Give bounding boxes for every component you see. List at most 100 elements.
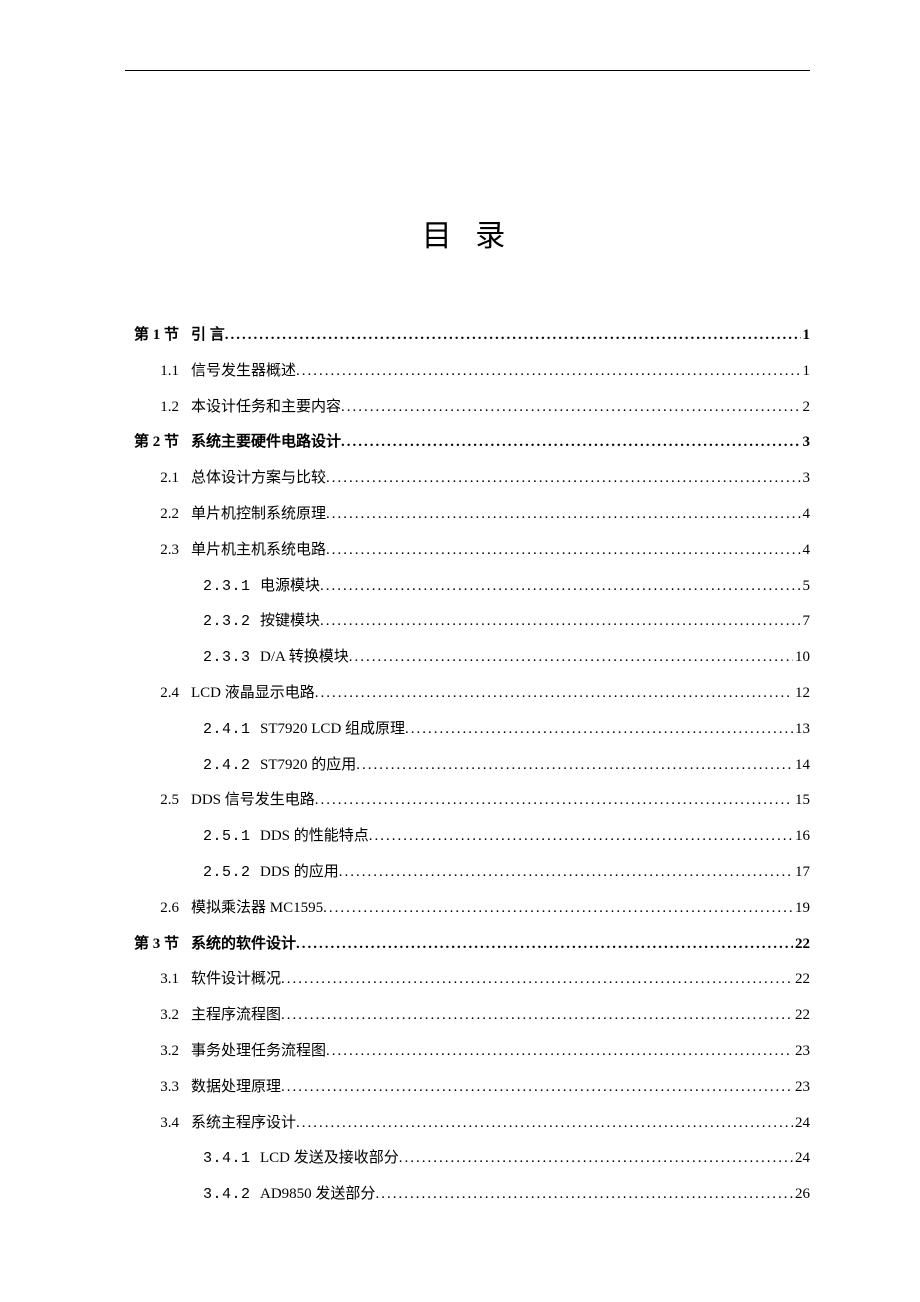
- toc-entry-label: 2.4.2 ST7920 的应用: [125, 755, 356, 776]
- toc-entry: 2.3.2 按键模块..............................…: [125, 611, 810, 632]
- toc-leader-dots: ........................................…: [296, 934, 793, 955]
- toc-entry-number: 3.2: [125, 1041, 191, 1062]
- toc-entry: 2.3单片机主机系统电路............................…: [125, 540, 810, 561]
- toc-entry-label: 2.3.2 按键模块: [125, 611, 320, 632]
- toc-entry-label: 信号发生器概述: [191, 361, 296, 382]
- toc-entry-label: DDS 信号发生电路: [191, 790, 315, 811]
- toc-leader-dots: ........................................…: [296, 1113, 793, 1134]
- toc-entry: 2.5.2 DDS 的应用...........................…: [125, 862, 810, 883]
- toc-entry-label: 软件设计概况: [191, 969, 281, 990]
- toc-entry-number: 1.2: [125, 397, 191, 418]
- toc-entry: 2.3.3 D/A 转换模块..........................…: [125, 647, 810, 668]
- toc-entry-label: 单片机主机系统电路: [191, 540, 326, 561]
- toc-entry-page: 17: [793, 862, 810, 883]
- toc-entry-label: 2.5.2 DDS 的应用: [125, 862, 339, 883]
- toc-entry-label: 2.5.1 DDS 的性能特点: [125, 826, 369, 847]
- toc-leader-dots: ........................................…: [225, 325, 801, 346]
- toc-entry-number: 第 1 节: [125, 325, 191, 346]
- toc-entry: 2.4LCD 液晶显示电路...........................…: [125, 683, 810, 704]
- toc-entry-page: 19: [793, 898, 810, 919]
- toc-entry: 2.3.1 电源模块..............................…: [125, 576, 810, 597]
- toc-entry-label: 引 言: [191, 325, 225, 346]
- toc-entry-label: LCD 液晶显示电路: [191, 683, 315, 704]
- toc-leader-dots: ........................................…: [315, 683, 793, 704]
- toc-entry-text: ST7920 LCD 组成原理: [260, 721, 405, 737]
- toc-entry-text: DDS 的性能特点: [260, 828, 369, 844]
- toc-entry-label: 数据处理原理: [191, 1077, 281, 1098]
- toc-entry-label: 系统主要硬件电路设计: [191, 432, 341, 453]
- toc-leader-dots: ........................................…: [339, 862, 793, 883]
- toc-entry: 3.2事务处理任务流程图............................…: [125, 1041, 810, 1062]
- toc-entry-label: 本设计任务和主要内容: [191, 397, 341, 418]
- toc-entry-page: 22: [793, 969, 810, 990]
- toc-entry-label: 2.3.1 电源模块: [125, 576, 320, 597]
- toc-leader-dots: ........................................…: [326, 540, 800, 561]
- toc-entry-page: 14: [793, 755, 810, 776]
- toc-entry: 2.5DDS 信号发生电路...........................…: [125, 790, 810, 811]
- toc-leader-dots: ........................................…: [326, 504, 800, 525]
- toc-entry: 3.4系统主程序设计..............................…: [125, 1113, 810, 1134]
- toc-entry-page: 4: [801, 540, 811, 561]
- toc-entry-prefix: 2.5.1: [203, 828, 260, 845]
- toc-entry-label: 系统的软件设计: [191, 934, 296, 955]
- toc-entry-label: 系统主程序设计: [191, 1113, 296, 1134]
- toc-entry-text: 按键模块: [260, 613, 320, 629]
- toc-entry: 2.6模拟乘法器 MC1595.........................…: [125, 898, 810, 919]
- toc-leader-dots: ........................................…: [356, 755, 793, 776]
- toc-entry-text: 电源模块: [260, 578, 320, 594]
- toc-entry-page: 26: [793, 1184, 810, 1205]
- toc-entry-prefix: 2.3.2: [203, 613, 260, 630]
- toc-entry-number: 3.4: [125, 1113, 191, 1134]
- toc-entry-number: 2.6: [125, 898, 191, 919]
- toc-entry-page: 12: [793, 683, 810, 704]
- toc-entry-page: 15: [793, 790, 810, 811]
- toc-entry-page: 22: [793, 1005, 810, 1026]
- toc-entry-label: 3.4.1 LCD 发送及接收部分: [125, 1148, 399, 1169]
- toc-entry-number: 2.5: [125, 790, 191, 811]
- toc-entry-number: 3.3: [125, 1077, 191, 1098]
- toc-entry-page: 16: [793, 826, 810, 847]
- toc-entry-page: 24: [793, 1113, 810, 1134]
- document-page: 目 录 第 1 节引 言............................…: [0, 0, 920, 1280]
- toc-entry-prefix: 3.4.1: [203, 1150, 260, 1167]
- toc-entry-text: DDS 的应用: [260, 864, 339, 880]
- toc-entry-prefix: 2.3.1: [203, 578, 260, 595]
- toc-leader-dots: ........................................…: [326, 1041, 793, 1062]
- toc-entry-label: 3.4.2 AD9850 发送部分: [125, 1184, 375, 1205]
- toc-entry-label: 模拟乘法器 MC1595: [191, 898, 323, 919]
- toc-entry-page: 10: [793, 647, 810, 668]
- toc-entry: 2.5.1 DDS 的性能特点.........................…: [125, 826, 810, 847]
- table-of-contents: 第 1 节引 言................................…: [125, 325, 810, 1205]
- toc-leader-dots: ........................................…: [323, 898, 793, 919]
- toc-entry-number: 第 2 节: [125, 432, 191, 453]
- toc-entry: 1.2本设计任务和主要内容...........................…: [125, 397, 810, 418]
- toc-entry: 3.1软件设计概况...............................…: [125, 969, 810, 990]
- toc-leader-dots: ........................................…: [281, 969, 793, 990]
- toc-entry-prefix: 2.3.3: [203, 649, 260, 666]
- toc-entry-page: 4: [801, 504, 811, 525]
- toc-leader-dots: ........................................…: [341, 432, 800, 453]
- toc-entry-number: 2.1: [125, 468, 191, 489]
- toc-leader-dots: ........................................…: [281, 1005, 793, 1026]
- toc-entry-text: AD9850 发送部分: [260, 1186, 375, 1202]
- toc-leader-dots: ........................................…: [320, 611, 800, 632]
- toc-entry-page: 24: [793, 1148, 810, 1169]
- toc-entry-page: 3: [801, 468, 811, 489]
- toc-leader-dots: ........................................…: [349, 647, 793, 668]
- toc-entry-number: 2.3: [125, 540, 191, 561]
- toc-entry-prefix: 2.4.2: [203, 757, 260, 774]
- toc-entry-text: LCD 发送及接收部分: [260, 1150, 399, 1166]
- toc-entry-label: 主程序流程图: [191, 1005, 281, 1026]
- toc-entry-label: 2.3.3 D/A 转换模块: [125, 647, 349, 668]
- toc-entry: 2.4.1 ST7920 LCD 组成原理...................…: [125, 719, 810, 740]
- toc-entry: 2.1总体设计方案与比较............................…: [125, 468, 810, 489]
- toc-entry-number: 第 3 节: [125, 934, 191, 955]
- toc-entry-label: 总体设计方案与比较: [191, 468, 326, 489]
- toc-entry-page: 23: [793, 1041, 810, 1062]
- toc-entry-prefix: 2.4.1: [203, 721, 260, 738]
- toc-entry-page: 22: [793, 934, 810, 955]
- toc-entry: 第 1 节引 言................................…: [125, 325, 810, 346]
- toc-entry-page: 1: [801, 361, 811, 382]
- toc-entry-number: 3.2: [125, 1005, 191, 1026]
- toc-leader-dots: ........................................…: [326, 468, 800, 489]
